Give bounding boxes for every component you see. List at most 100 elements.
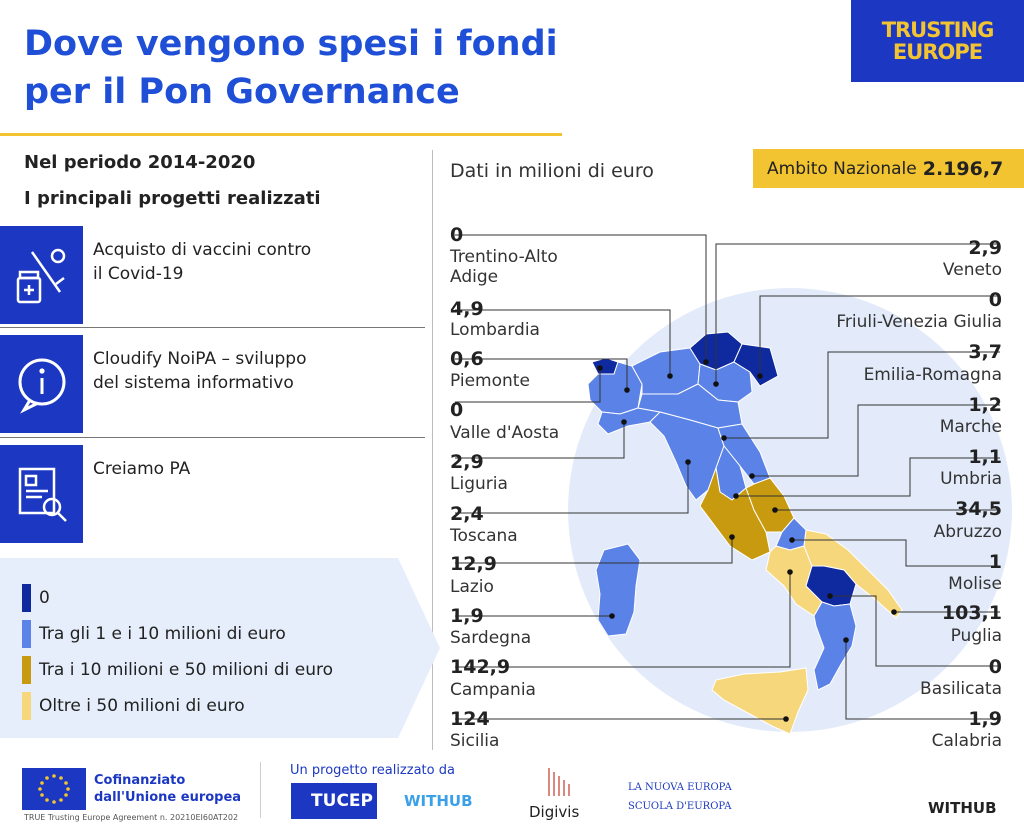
brand-line-1: TRUSTING <box>881 18 995 42</box>
period-label: Nel periodo 2014-2020 <box>24 152 256 173</box>
legend-swatch <box>22 692 31 720</box>
value-veneto: 2,9 <box>968 237 1002 259</box>
dot-lazio <box>729 534 735 540</box>
leader-lombardia <box>455 309 671 376</box>
brand-line-2: EUROPE <box>892 40 983 64</box>
project-label: Acquisto di vaccini contro il Covid-19 <box>93 240 312 284</box>
dot-calabria <box>843 637 849 643</box>
value-puglia: 103,1 <box>941 602 1002 624</box>
value-marche: 1,2 <box>968 394 1002 416</box>
leader-calabria <box>845 640 1000 720</box>
document-search-icon <box>0 445 83 543</box>
digivis-mark-icon <box>548 768 570 796</box>
dot-basilicata <box>827 593 833 599</box>
agreement-note: TRUE Trusting Europe Agreement n. 20210E… <box>24 813 239 822</box>
label-emilia: Emilia-Romagna <box>863 365 1002 385</box>
label-trentino: Trentino-Alto Adige <box>450 247 558 287</box>
unit-note: Dati in milioni di euro <box>450 160 654 182</box>
leader-trentino <box>455 234 707 362</box>
label-sardegna: Sardegna <box>450 628 532 648</box>
leader-liguria <box>455 422 625 459</box>
legend-item-1-10: Tra gli 1 e i 10 milioni di euro <box>22 620 286 648</box>
value-piemonte: 0,6 <box>450 348 484 370</box>
dot-sardegna <box>609 613 615 619</box>
value-abruzzo: 34,5 <box>955 498 1002 520</box>
value-liguria: 2,9 <box>450 451 484 473</box>
label-toscana: Toscana <box>450 526 518 546</box>
project-item-vaccines: Acquisto di vaccini contro il Covid-19 <box>0 226 425 324</box>
label-campania: Campania <box>450 680 536 700</box>
project-divider <box>0 437 425 438</box>
withub-logo-right: WITHUB <box>928 799 997 817</box>
leader-basilicata <box>830 595 1000 667</box>
leader-campania <box>455 572 791 668</box>
eu-flag-icon <box>22 768 86 810</box>
value-lazio: 12,9 <box>450 553 497 575</box>
national-total-badge: Ambito Nazionale 2.196,7 <box>753 149 1024 188</box>
title-line-2: per il Pon Governance <box>24 72 460 112</box>
national-value: 2.196,7 <box>922 157 1004 180</box>
legend-swatch <box>22 620 31 648</box>
digivis-logo: Digivis <box>529 803 580 821</box>
value-sicilia: 124 <box>450 708 490 730</box>
label-veneto: Veneto <box>942 260 1002 280</box>
brand-logo: TRUSTING EUROPE <box>851 0 1024 82</box>
dot-marche <box>749 473 755 479</box>
footer-divider <box>260 762 261 818</box>
tucep-logo: TUCEP <box>291 783 377 819</box>
leader-veneto <box>715 243 1000 384</box>
project-divider <box>0 327 425 328</box>
label-basilicata: Basilicata <box>920 679 1002 699</box>
dot-veneto <box>713 381 719 387</box>
label-lazio: Lazio <box>450 577 494 597</box>
region-calabria <box>813 601 857 691</box>
dot-piemonte <box>624 387 630 393</box>
column-divider <box>432 150 433 750</box>
withub-logo: WITHUB <box>404 792 473 810</box>
dot-valle-aosta <box>597 365 603 371</box>
title-line-1: Dove vengono spesi i fondi <box>24 24 558 64</box>
national-label: Ambito Nazionale <box>767 158 917 179</box>
value-campania: 142,9 <box>450 656 511 678</box>
value-molise: 1 <box>988 551 1002 573</box>
projects-subtitle: I principali progetti realizzati <box>24 188 321 209</box>
value-friuli: 0 <box>988 289 1002 311</box>
label-umbria: Umbria <box>940 469 1002 489</box>
project-label: Creiamo PA <box>93 459 191 479</box>
project-label: Cloudify NoiPA – sviluppo del sistema in… <box>93 349 307 393</box>
page-title: Dove vengono spesi i fondi per il Pon Go… <box>24 20 558 116</box>
value-lombardia: 4,9 <box>450 298 484 320</box>
dot-lombardia <box>667 373 673 379</box>
value-calabria: 1,9 <box>968 708 1002 730</box>
value-trentino: 0 <box>450 224 464 246</box>
legend-item-10-50: Tra i 10 milioni e 50 milioni di euro <box>22 656 333 684</box>
value-toscana: 2,4 <box>450 503 484 525</box>
label-calabria: Calabria <box>931 731 1002 751</box>
nuova-europa-logo: LA NUOVA EUROPA SCUOLA D'EUROPA <box>628 782 732 812</box>
leader-molise <box>792 539 1000 567</box>
region-friuli-venezia-giulia <box>733 343 779 387</box>
info-icon <box>0 335 83 433</box>
label-liguria: Liguria <box>450 474 508 494</box>
title-underline <box>0 133 562 136</box>
leader-umbria <box>736 457 1000 497</box>
dot-campania <box>787 569 793 575</box>
label-molise: Molise <box>948 574 1002 594</box>
leader-lazio <box>455 537 733 564</box>
dot-puglia <box>891 609 897 615</box>
label-puglia: Puglia <box>950 626 1002 646</box>
dot-abruzzo <box>772 507 778 513</box>
region-toscana <box>649 411 725 501</box>
leader-toscana <box>455 462 689 514</box>
label-sicilia: Sicilia <box>450 731 500 751</box>
leader-emilia <box>724 351 1000 439</box>
dot-sicilia <box>783 716 789 722</box>
realized-by-label: Un progetto realizzato da <box>290 763 455 778</box>
dot-trentino <box>703 359 709 365</box>
leader-marche <box>752 404 1000 477</box>
dot-friuli <box>757 373 763 379</box>
vaccine-icon <box>0 226 83 324</box>
value-valle-aosta: 0 <box>450 399 464 421</box>
project-item-creiamo-pa: Creiamo PA <box>0 445 425 543</box>
